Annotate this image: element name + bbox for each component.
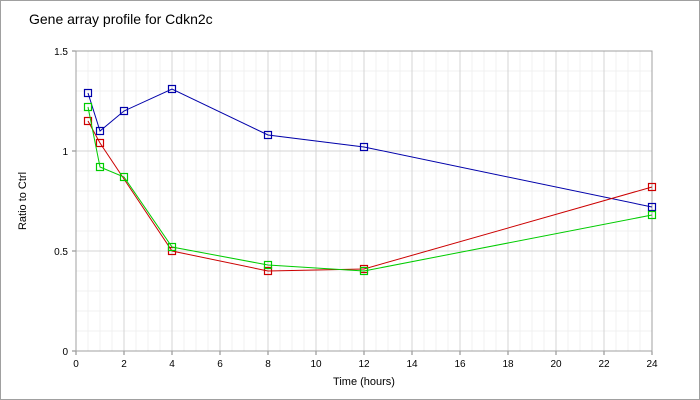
series-1-line — [87, 88, 653, 208]
y-tick-label: 1 — [62, 147, 68, 158]
series-2-marker — [647, 182, 657, 192]
series-2-marker — [263, 266, 273, 276]
series-3-marker — [95, 162, 105, 172]
series-1-marker — [647, 202, 657, 212]
series-2-marker — [83, 116, 93, 126]
x-tick-label: 10 — [310, 359, 322, 370]
series-1-marker — [263, 130, 273, 140]
x-tick-label: 16 — [454, 359, 466, 370]
series-1-marker — [359, 142, 369, 152]
x-tick-label: 0 — [73, 359, 79, 370]
x-tick-label: 2 — [121, 359, 127, 370]
y-tick-label: 0.5 — [54, 247, 68, 258]
y-tick-label: 0 — [62, 347, 68, 358]
x-tick-label: 22 — [598, 359, 610, 370]
chart-title: Gene array profile for Cdkn2c — [29, 11, 213, 27]
series-1-marker — [83, 88, 93, 98]
series-3-marker — [167, 242, 177, 252]
x-tick-label: 8 — [265, 359, 271, 370]
series-3-marker — [83, 102, 93, 112]
x-tick-label: 6 — [217, 359, 223, 370]
series-1-marker — [167, 84, 177, 94]
x-tick-label: 20 — [550, 359, 562, 370]
x-axis-title: Time (hours) — [333, 376, 395, 388]
series-2-marker — [95, 138, 105, 148]
series-3-marker — [119, 172, 129, 182]
series-1-marker — [119, 106, 129, 116]
y-axis-title: Ratio to Ctrl — [17, 172, 29, 230]
series-1-marker — [95, 126, 105, 136]
series-3-marker — [263, 260, 273, 270]
series-3-marker — [647, 210, 657, 220]
series-3-line — [87, 106, 653, 272]
x-tick-label: 12 — [358, 359, 370, 370]
plot-border — [75, 50, 653, 352]
x-tick-label: 4 — [169, 359, 175, 370]
x-tick-label: 24 — [646, 359, 658, 370]
series-3-marker — [359, 266, 369, 276]
x-tick-label: 18 — [502, 359, 514, 370]
x-tick-label: 14 — [406, 359, 418, 370]
y-tick-label: 1.5 — [54, 47, 68, 58]
